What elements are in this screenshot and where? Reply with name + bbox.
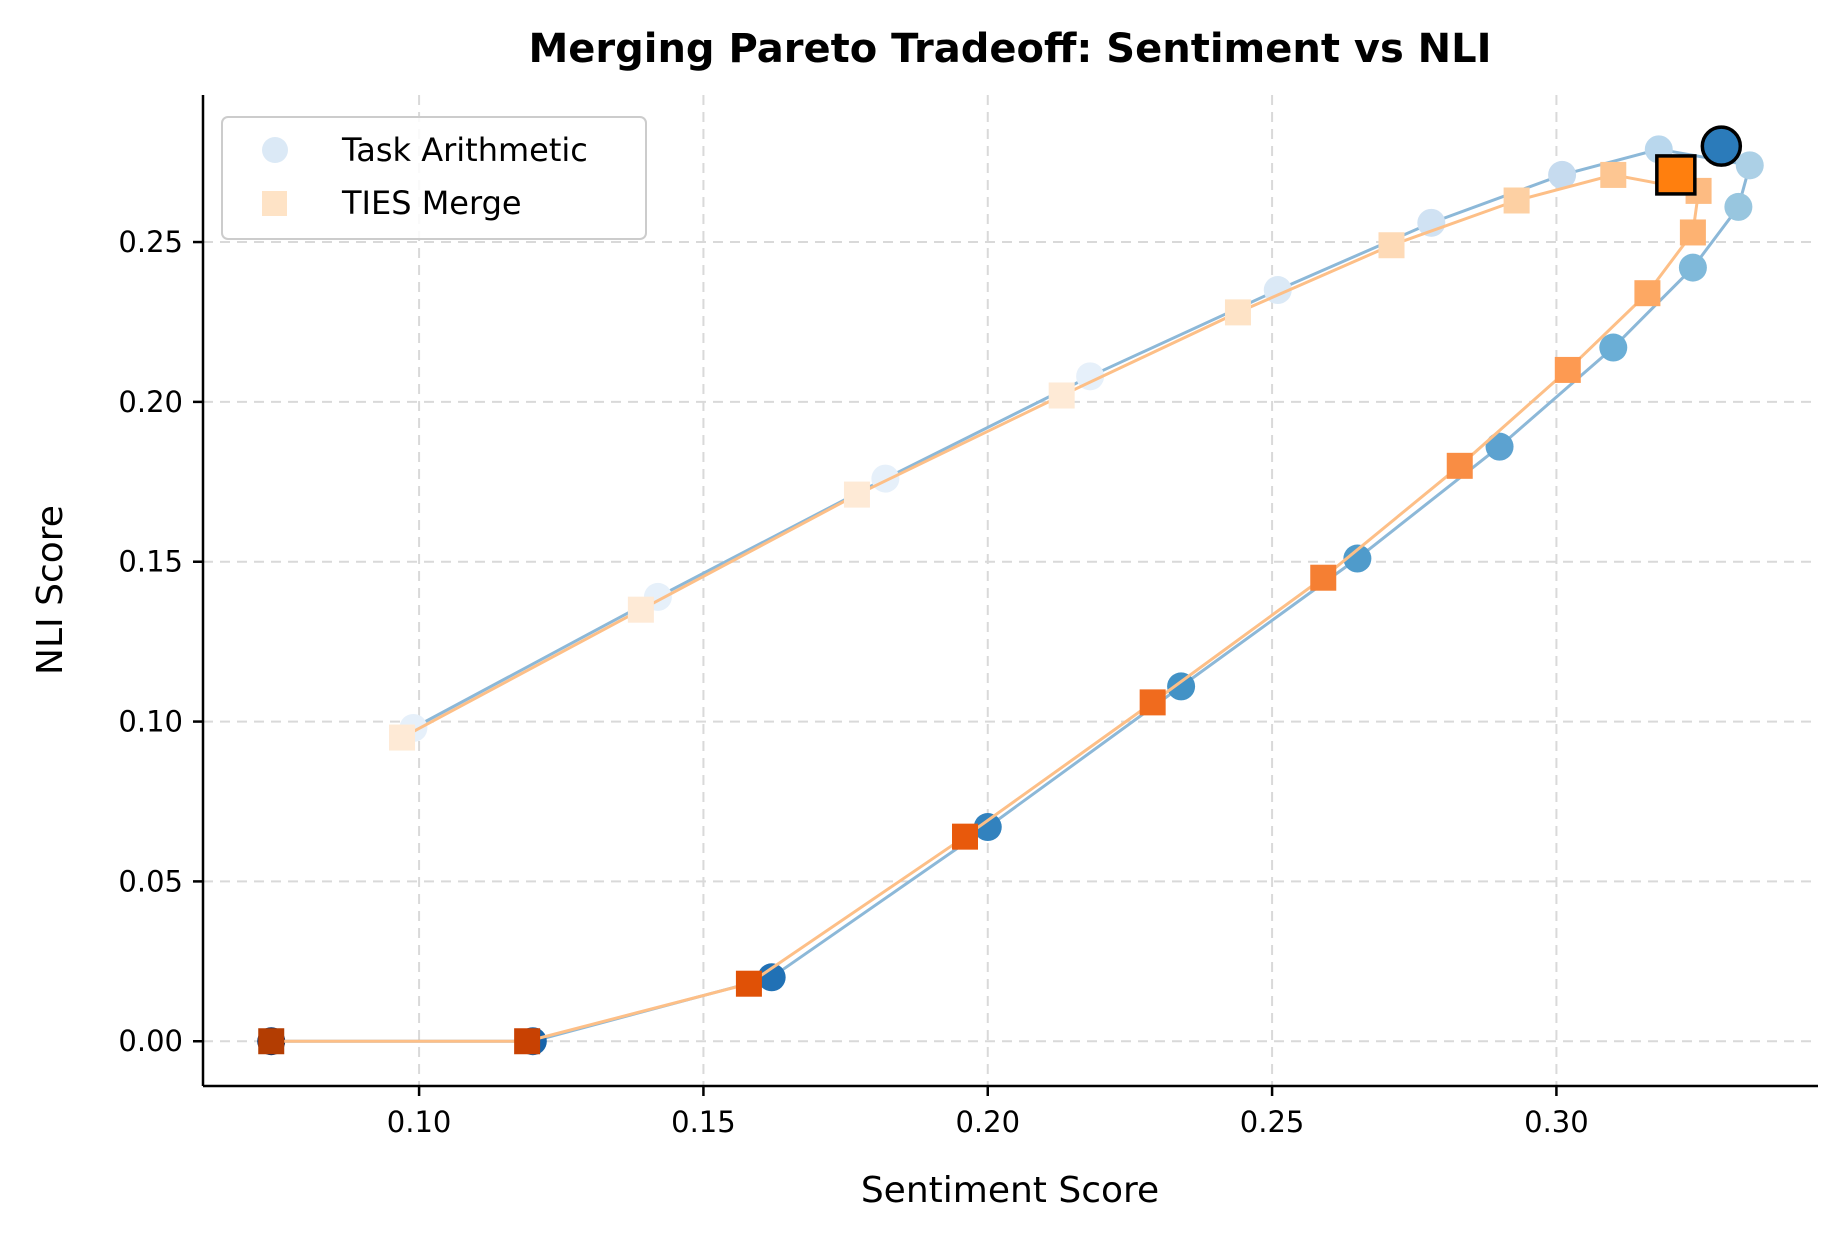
y-tick-label: 0.00 [118, 1024, 183, 1058]
legend-marker-ties-merge [262, 191, 287, 216]
legend-label-task-arithmetic: Task Arithmetic [341, 131, 588, 169]
grid [203, 95, 1818, 1086]
data-point [1224, 299, 1251, 326]
data-point [389, 724, 416, 751]
data-point [1343, 544, 1372, 573]
legend-marker-task-arithmetic [262, 137, 288, 163]
x-tick-label: 0.10 [387, 1105, 452, 1139]
x-tick-label: 0.25 [1240, 1105, 1305, 1139]
highlight-point [1700, 125, 1743, 167]
data-point [1735, 151, 1764, 180]
data-point [1554, 356, 1581, 383]
x-tick-label: 0.30 [1524, 1105, 1589, 1139]
x-tick-label: 0.20 [955, 1105, 1020, 1139]
data-point [735, 970, 762, 997]
x-axis-label: Sentiment Score [861, 1170, 1159, 1211]
data-point [258, 1028, 285, 1055]
data-point [973, 813, 1002, 842]
y-tick-label: 0.15 [118, 545, 183, 579]
y-tick-label: 0.25 [118, 225, 183, 259]
data-point [627, 596, 654, 623]
data-point [1600, 161, 1627, 188]
data-point [843, 481, 870, 508]
data-point [1048, 382, 1075, 409]
data-point [1634, 280, 1661, 307]
data-point [1167, 672, 1196, 701]
data-point [1548, 160, 1577, 189]
data-point [1724, 192, 1753, 221]
data-point [1139, 689, 1166, 716]
data-point [1678, 253, 1707, 282]
data-series [257, 125, 1764, 1056]
y-tick-label: 0.10 [118, 705, 183, 739]
data-point [1503, 187, 1530, 214]
data-point [1485, 432, 1514, 461]
data-point [1599, 333, 1628, 362]
data-point [1310, 564, 1337, 591]
legend-label-ties-merge: TIES Merge [341, 184, 522, 222]
series-ties-merge [258, 154, 1712, 1055]
series-line [271, 173, 1701, 1043]
series-line [271, 147, 1752, 1043]
data-point [1076, 362, 1105, 391]
legend: Task Arithmetic TIES Merge [221, 116, 647, 240]
y-tick-label: 0.20 [118, 385, 183, 419]
axes-spines [201, 95, 1818, 1088]
chart-title: Merging Pareto Tradeoff: Sentiment vs NL… [528, 26, 1491, 72]
data-point [757, 963, 786, 992]
data-point [1378, 232, 1405, 259]
data-point [1417, 208, 1446, 237]
axis-ticks: 0.10 0.15 0.20 0.25 0.30 0.00 0.05 0.10 0.15 0.20… [118, 225, 1588, 1139]
data-point [1679, 219, 1706, 246]
x-tick-label: 0.15 [671, 1105, 736, 1139]
data-point [871, 464, 900, 493]
y-tick-label: 0.05 [118, 864, 183, 898]
data-point [514, 1028, 541, 1055]
y-axis-label: NLI Score [30, 505, 71, 675]
data-point [952, 823, 979, 850]
series-task-arithmetic [257, 125, 1764, 1056]
highlight-point [1655, 154, 1697, 196]
data-point [1446, 452, 1473, 479]
legend-box [221, 116, 647, 240]
